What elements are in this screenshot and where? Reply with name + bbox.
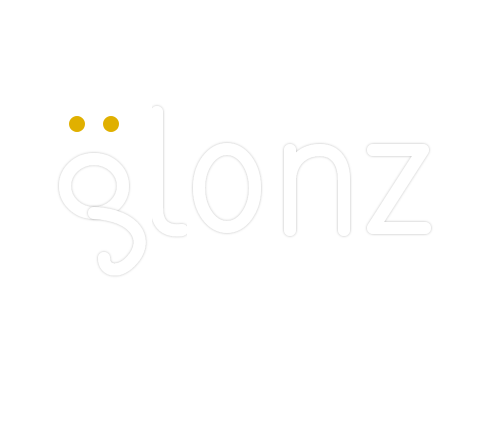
letter-a xyxy=(193,143,261,236)
umlaut-dot-left xyxy=(69,116,85,132)
letter-l xyxy=(151,106,188,237)
letter-n xyxy=(284,144,350,236)
letter-g xyxy=(59,153,146,276)
umlaut-dot-right xyxy=(103,116,119,132)
letter-z xyxy=(367,144,431,234)
